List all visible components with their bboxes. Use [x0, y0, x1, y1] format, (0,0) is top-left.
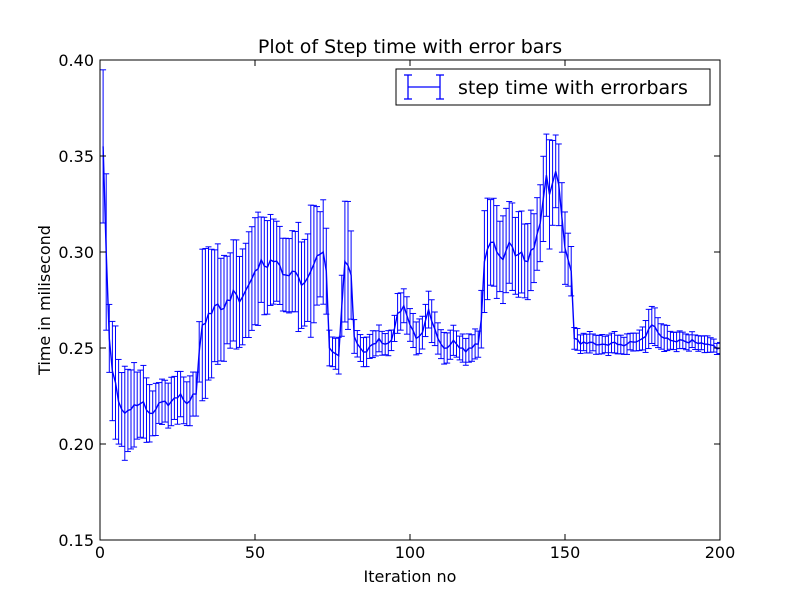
y-tick-label: 0.30 — [58, 243, 94, 262]
x-tick-label: 100 — [395, 543, 426, 562]
legend-errorbar-icon — [404, 74, 444, 100]
series-line — [102, 146, 720, 415]
x-tick-label: 50 — [245, 543, 265, 562]
x-tick-label: 0 — [95, 543, 105, 562]
legend-box — [395, 68, 711, 106]
y-tick-label: 0.35 — [58, 147, 94, 166]
series-step-time — [100, 69, 720, 461]
y-axis-label: Time in milisecond — [35, 225, 54, 376]
y-tick-label: 0.20 — [58, 435, 94, 454]
x-axis-label: Iteration no — [364, 567, 457, 586]
x-tick-label: 200 — [705, 543, 736, 562]
y-tick-label: 0.25 — [58, 339, 94, 358]
chart-title: Plot of Step time with error bars — [258, 36, 562, 58]
y-tick-label: 0.40 — [58, 51, 94, 70]
legend-entry-label: step time with errorbars — [458, 77, 688, 99]
legend: step time with errorbars — [395, 68, 711, 106]
y-tick-label: 0.15 — [58, 531, 94, 550]
axis-ticks: 0 50 100 150 200 0.15 0.20 0.25 0.30 0.35 0.40 — [58, 51, 735, 562]
plot-area — [100, 69, 720, 461]
error-bar — [717, 341, 720, 355]
x-tick-label: 150 — [550, 543, 581, 562]
